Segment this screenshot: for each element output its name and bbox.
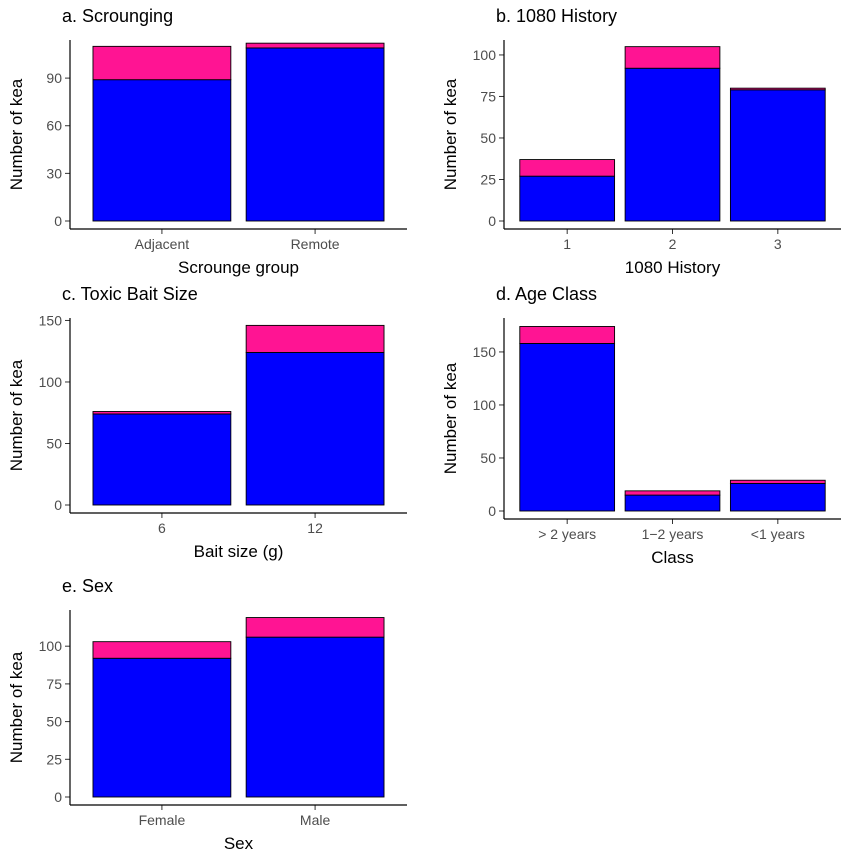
y-tick-label-e-4: 100 [39, 638, 63, 654]
bar-b-0-seg-1 [519, 159, 616, 177]
x-axis-title-a: Scrounge group [178, 258, 299, 277]
y-tick-label-b-3: 75 [480, 88, 496, 104]
bar-e-0-seg-1 [92, 641, 232, 659]
bar-b-2-seg-1 [729, 87, 826, 91]
x-axis-title-c: Bait size (g) [194, 542, 284, 561]
y-tick-label-b-1: 25 [480, 171, 496, 187]
y-tick-label-d-0: 0 [488, 503, 496, 519]
y-tick-label-a-1: 30 [46, 165, 62, 181]
chart-panel-c: c. Toxic Bait Size 6 12 0 50 100 150 Bait size … [7, 284, 407, 561]
chart-panel-a: a. Scrounging Adjacent Remote 0 30 60 90 Scroun… [7, 6, 407, 277]
panel-title-b: b. 1080 History [496, 6, 617, 26]
x-axis-title-b: 1080 History [625, 258, 721, 277]
panel-title-a: a. Scrounging [62, 6, 173, 26]
y-axis-title-d: Number of kea [441, 362, 460, 474]
y-tick-label-b-2: 50 [480, 130, 496, 146]
y-tick-label-e-1: 25 [46, 751, 62, 767]
y-tick-label-a-2: 60 [46, 118, 62, 134]
y-tick-label-c-0: 0 [54, 497, 62, 513]
y-axis-title-e: Number of kea [7, 651, 26, 763]
y-tick-label-d-1: 50 [480, 450, 496, 466]
x-tick-label-b-2: 3 [774, 236, 782, 252]
y-tick-label-c-2: 100 [39, 374, 63, 390]
bar-e-0-seg-0 [92, 657, 232, 798]
x-tick-label-e-0: Female [139, 812, 186, 828]
bar-c-0-seg-1 [92, 411, 232, 415]
y-axis-title-b: Number of kea [441, 78, 460, 190]
y-tick-label-a-0: 0 [54, 213, 62, 229]
bar-b-0-seg-0 [519, 175, 616, 222]
panel-title-d: d. Age Class [496, 284, 597, 304]
y-tick-label-b-4: 100 [473, 47, 497, 63]
bar-e-1-seg-1 [245, 617, 385, 638]
x-tick-label-a-0: Adjacent [135, 236, 190, 252]
chart-panel-b: b. 1080 History 1 2 3 0 25 50 75 100 1080 History… [441, 6, 841, 277]
x-tick-label-b-0: 1 [563, 236, 571, 252]
panel-title-e: e. Sex [62, 576, 113, 596]
y-tick-label-c-3: 150 [39, 312, 63, 328]
bar-b-1-seg-1 [624, 46, 721, 69]
x-tick-label-d-1: 1−2 years [642, 526, 704, 542]
bar-d-2-seg-1 [729, 479, 826, 484]
bar-d-0-seg-0 [519, 343, 616, 512]
bar-d-1-seg-1 [624, 490, 721, 496]
bar-a-0-seg-0 [92, 79, 232, 222]
x-tick-label-c-0: 6 [158, 520, 166, 536]
y-tick-label-b-0: 0 [488, 213, 496, 229]
x-axis-title-e: Sex [224, 834, 254, 853]
chart-panel-d: d. Age Class > 2 years 1−2 years <1 years 0 5… [441, 284, 841, 567]
bar-c-1-seg-1 [245, 324, 385, 353]
y-axis-title-a: Number of kea [7, 78, 26, 190]
bar-a-0-seg-1 [92, 45, 232, 81]
y-tick-label-a-3: 90 [46, 70, 62, 86]
y-tick-label-e-0: 0 [54, 789, 62, 805]
bar-c-1-seg-0 [245, 351, 385, 506]
chart-panel-e: e. Sex Female Male 0 25 50 75 100 Sex Number of k… [7, 576, 407, 853]
bar-e-1-seg-0 [245, 636, 385, 798]
bar-d-1-seg-0 [624, 494, 721, 512]
y-tick-label-e-3: 75 [46, 676, 62, 692]
x-tick-label-b-1: 2 [669, 236, 677, 252]
bar-d-0-seg-1 [519, 326, 616, 344]
panel-title-c: c. Toxic Bait Size [62, 284, 198, 304]
bar-a-1-seg-0 [245, 47, 385, 222]
y-axis-title-c: Number of kea [7, 359, 26, 471]
bar-a-1-seg-1 [245, 42, 385, 49]
y-tick-label-e-2: 50 [46, 714, 62, 730]
x-tick-label-e-1: Male [300, 812, 331, 828]
bar-c-0-seg-0 [92, 413, 232, 506]
x-axis-title-d: Class [651, 548, 694, 567]
y-tick-label-c-1: 50 [46, 435, 62, 451]
bar-b-1-seg-0 [624, 67, 721, 222]
bar-b-2-seg-0 [729, 89, 826, 222]
y-tick-label-d-3: 150 [473, 344, 497, 360]
bar-d-2-seg-0 [729, 482, 826, 512]
x-tick-label-c-1: 12 [307, 520, 323, 536]
x-tick-label-a-1: Remote [291, 236, 340, 252]
x-tick-label-d-2: <1 years [751, 526, 805, 542]
x-tick-label-d-0: > 2 years [538, 526, 596, 542]
y-tick-label-d-2: 100 [473, 397, 497, 413]
